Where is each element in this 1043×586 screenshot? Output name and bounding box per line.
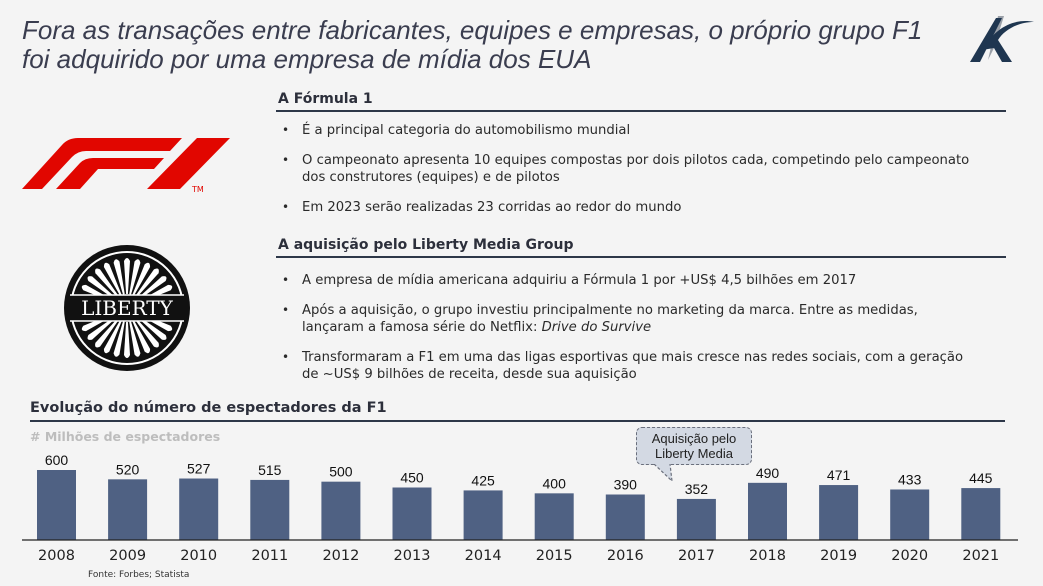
bar-2020 [890,489,930,540]
section-heading-acquisition: A aquisição pelo Liberty Media Group [276,237,1006,258]
x-tick-label-2014: 2014 [465,548,502,564]
annotation-callout: Aquisição pelo Liberty Media [636,427,752,465]
bar-2017 [676,498,716,540]
list-item: É a principal categoria do automobilismo… [282,122,982,139]
bar-2016 [605,494,645,540]
data-label-2008: 600 [45,452,69,468]
x-tick-label-2011: 2011 [251,548,288,564]
list-item: O campeonato apresenta 10 equipes compos… [282,152,982,186]
annotation-pointer [653,464,673,482]
list-item: Transformaram a F1 em uma das ligas espo… [282,349,982,383]
data-label-2010: 527 [187,461,211,477]
bar-2011 [250,479,290,540]
data-label-2011: 515 [258,462,282,478]
list-item: Em 2023 serão realizadas 23 corridas ao … [282,199,982,216]
data-label-2015: 400 [543,475,567,491]
data-label-2019: 471 [827,467,851,483]
x-tick-label-2018: 2018 [749,548,786,564]
annotation-line2: Liberty Media [654,446,734,461]
x-tick-label-2016: 2016 [607,548,644,564]
f1-logo-icon: TM [22,138,230,194]
liberty-media-logo-icon: LIBERTY [64,245,190,371]
x-tick-label-2012: 2012 [322,548,359,564]
data-label-2013: 450 [400,470,424,486]
bar-2008 [37,470,76,540]
data-label-2017: 352 [685,481,709,497]
annotation-line1: Aquisição pelo [651,431,737,446]
chart-y-label: # Milhões de espectadores [30,429,221,444]
bar-2013 [392,487,432,540]
liberty-logo-text: LIBERTY [81,296,174,320]
list-item-text: Após a aquisição, o grupo investiu princ… [302,303,918,335]
list-item: Após a aquisição, o grupo investiu princ… [282,302,982,336]
section-heading-formula1: A Fórmula 1 [276,91,1006,112]
x-tick-label-2010: 2010 [180,548,217,564]
company-logo-icon [970,16,1034,63]
bar-2009 [108,479,148,540]
chart-source: Fonte: Forbes; Statista [88,570,190,580]
bar-2018 [748,482,787,540]
x-tick-label-2017: 2017 [678,548,715,564]
formula1-bullet-list: É a principal categoria do automobilismo… [282,122,982,229]
x-tick-label-2020: 2020 [891,548,928,564]
data-label-2021: 445 [969,470,993,486]
data-label-2016: 390 [614,477,638,493]
chart-title: Evolução do número de espectadores da F1 [30,400,1005,422]
x-tick-label-2021: 2021 [962,548,999,564]
x-tick-label-2015: 2015 [536,548,573,564]
list-item: A empresa de mídia americana adquiriu a … [282,272,982,289]
bar-2010 [179,478,219,540]
f1-trademark: TM [191,185,204,194]
x-tick-label-2008: 2008 [38,548,75,564]
bar-2015 [534,493,574,540]
x-tick-label-2013: 2013 [394,548,431,564]
data-label-2018: 490 [756,465,780,481]
x-tick-label-2009: 2009 [109,548,146,564]
bar-2021 [961,488,1001,540]
bar-chart: 600 2008 520 2009 527 2010 515 2011 500 2012 450 20… [22,452,1018,564]
series-title: Drive do Survive [541,320,652,335]
acquisition-bullet-list: A empresa de mídia americana adquiriu a … [282,272,982,396]
page-title: Fora as transações entre fabricantes, eq… [22,15,923,74]
data-label-2020: 433 [898,471,922,487]
bar-2019 [819,485,859,540]
data-label-2009: 520 [116,461,140,477]
x-tick-label-2019: 2019 [820,548,857,564]
data-label-2012: 500 [329,464,353,480]
bar-2014 [463,490,503,540]
bar-2012 [321,481,361,540]
data-label-2014: 425 [471,472,495,488]
